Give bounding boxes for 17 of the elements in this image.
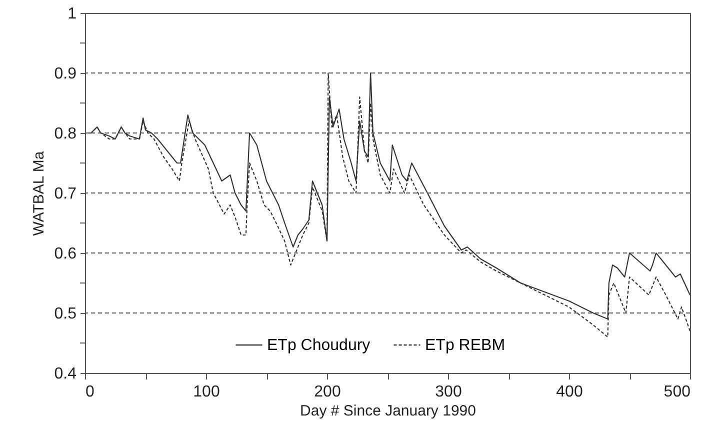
y-tick-label: 0.5 (54, 306, 77, 322)
y-tick-label: 0.9 (54, 66, 77, 82)
y-tick-label: 1 (68, 6, 77, 22)
y-tick-label: 0.4 (54, 366, 77, 382)
x-tick-label: 100 (193, 384, 220, 400)
y-tick-label: 0.8 (54, 126, 77, 142)
y-axis-title: WATBAL Ma (30, 150, 48, 236)
x-tick-label: 500 (664, 384, 691, 400)
x-tick-label: 400 (556, 384, 583, 400)
legend-label: ETp Choudury (267, 337, 370, 354)
x-tick-label: 200 (314, 384, 341, 400)
x-tick-label: 0 (86, 384, 94, 400)
legend-label: ETp REBM (425, 337, 506, 354)
x-tick-label: 300 (435, 384, 462, 400)
y-tick-label: 0.7 (54, 186, 77, 202)
x-axis-title: Day # Since January 1990 (300, 402, 476, 420)
y-tick-label: 0.6 (54, 246, 77, 262)
